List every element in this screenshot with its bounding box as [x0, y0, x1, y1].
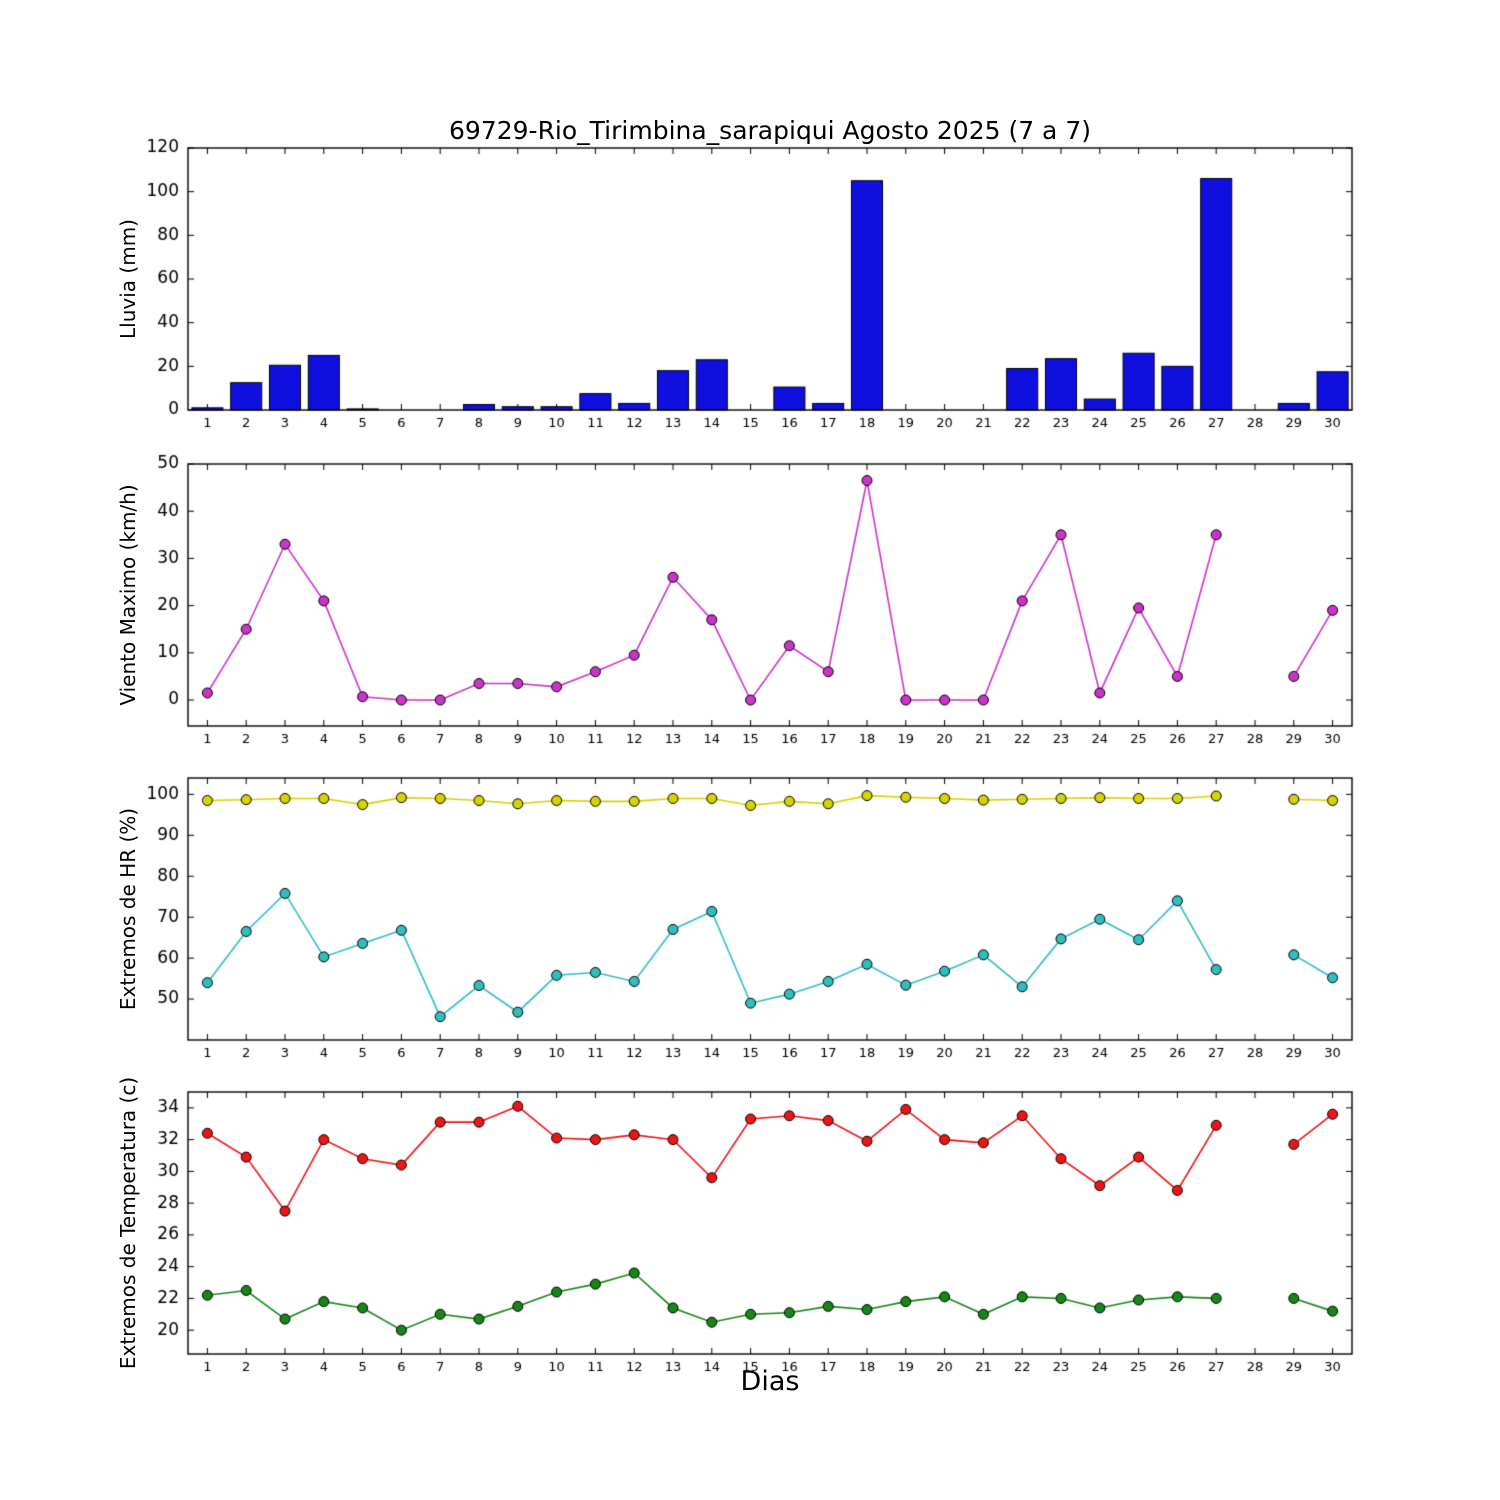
rain-axis-label: Lluvia (mm): [116, 219, 140, 339]
figure-title: 69729-Rio_Tirimbina_sarapiqui Agosto 202…: [449, 116, 1091, 145]
x-axis-label: Dias: [740, 1366, 800, 1397]
temperature-axis-label: Extremos de Temperatura (c): [116, 1076, 140, 1370]
humidity-axis-label: Extremos de HR (%): [116, 807, 140, 1011]
wind-axis-label: Viento Maximo (km/h): [116, 484, 140, 706]
